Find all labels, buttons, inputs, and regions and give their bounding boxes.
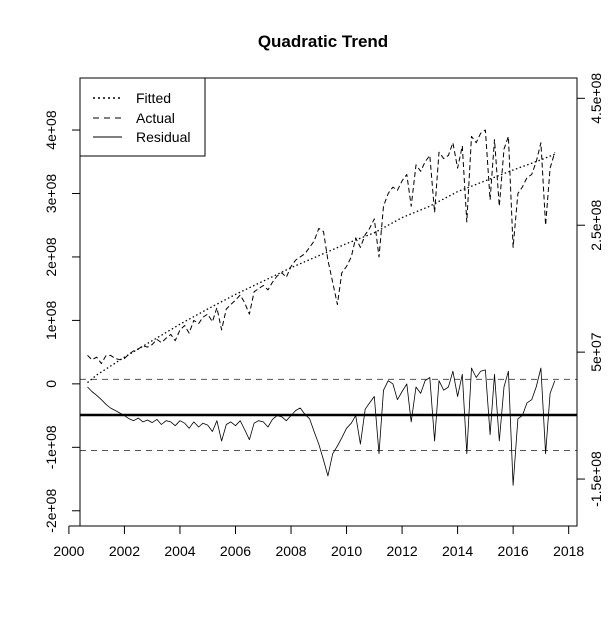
y2-tick-label: 4.5e+08: [588, 73, 604, 124]
series-line-fitted: [87, 153, 556, 384]
y2-tick-label: 2.5e+08: [588, 200, 604, 251]
legend: Fitted Actual Residual: [79, 77, 206, 157]
x-axis: 2000 2002 2004 2006 2008 2010 2012 2014 2016 2018: [53, 525, 584, 559]
x-tick-label: 2012: [387, 543, 418, 559]
x-tick-label: 2018: [553, 543, 584, 559]
x-tick-label: 2008: [275, 543, 306, 559]
x-tick-label: 2004: [164, 543, 195, 559]
legend-label-residual: Residual: [136, 129, 190, 145]
legend-label-actual: Actual: [136, 110, 175, 126]
chart-title: Quadratic Trend: [258, 32, 388, 51]
x-tick-label: 2002: [109, 543, 140, 559]
series-line-residual: [87, 367, 556, 486]
legend-label-fitted: Fitted: [136, 90, 171, 106]
y-tick-label: 3e+08: [43, 174, 59, 214]
x-tick-label: 2010: [331, 543, 362, 559]
y-tick-label: 4e+08: [43, 110, 59, 150]
y-tick-label: 1e+08: [43, 301, 59, 341]
x-tick-label: 2000: [53, 543, 84, 559]
reference-lines: [80, 378, 577, 451]
series-layer: [87, 129, 556, 486]
y-axis: -2e+08 -1e+08 0 1e+08 2e+08 3e+08 4e+08: [43, 110, 80, 533]
x-tick-label: 2016: [498, 543, 529, 559]
y-tick-label: -1e+08: [43, 425, 59, 469]
y-tick-label: 2e+08: [43, 237, 59, 277]
secondary-y-axis: -1.5e+08 5e+07 2.5e+08 4.5e+08: [577, 73, 604, 507]
y-tick-label: 0: [43, 380, 59, 388]
legend-box: [79, 77, 206, 157]
y-tick-label: -2e+08: [43, 489, 59, 533]
y2-tick-label: 5e+07: [588, 332, 604, 372]
x-tick-label: 2014: [442, 543, 473, 559]
series-line-actual: [87, 129, 556, 365]
x-tick-label: 2006: [220, 543, 251, 559]
y2-tick-label: -1.5e+08: [588, 451, 604, 507]
